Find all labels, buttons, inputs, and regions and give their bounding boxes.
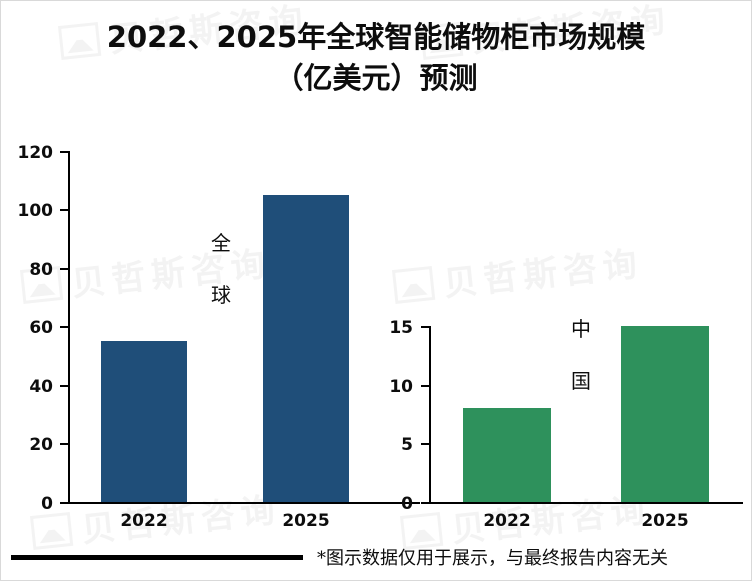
china-bar-2022[interactable] bbox=[463, 408, 551, 502]
china-ytick bbox=[421, 502, 429, 504]
china-bar-2025[interactable] bbox=[621, 326, 709, 502]
china-y-axis bbox=[429, 326, 431, 504]
global-ytick-label: 80 bbox=[29, 260, 53, 280]
china-ytick-label: 15 bbox=[389, 318, 413, 338]
global-ytick-label: 60 bbox=[29, 318, 53, 338]
china-xtick-label-2022: 2022 bbox=[483, 511, 531, 531]
global-ytick bbox=[60, 209, 68, 211]
chart-title: 2022、2025年全球智能储物柜市场规模 （亿美元）预测 bbox=[1, 17, 751, 99]
global-ytick bbox=[60, 502, 68, 504]
global-ytick bbox=[60, 443, 68, 445]
global-ytick bbox=[60, 268, 68, 270]
china-ytick-label: 0 bbox=[401, 494, 413, 514]
title-year-2: 2025 bbox=[216, 20, 298, 54]
global-xtick-label-2022: 2022 bbox=[120, 511, 168, 531]
figure-footer: *图示数据仅用于展示，与最终报告内容无关 bbox=[1, 542, 751, 572]
global-ytick-label: 120 bbox=[17, 143, 54, 163]
chart-title-line-2: （亿美元）预测 bbox=[274, 61, 478, 96]
china-series-label: 中国 bbox=[571, 317, 591, 393]
china-ytick-label: 10 bbox=[389, 377, 413, 397]
footer-note: *图示数据仅用于展示，与最终报告内容无关 bbox=[317, 548, 668, 569]
china-xtick-label-2025: 2025 bbox=[641, 511, 689, 531]
global-ytick-label: 20 bbox=[29, 435, 53, 455]
title-separator: 、 bbox=[187, 20, 217, 54]
global-series-label: 全球 bbox=[211, 231, 231, 307]
global-ytick bbox=[60, 326, 68, 328]
china-ytick-label: 5 bbox=[401, 435, 413, 455]
china-x-axis bbox=[429, 502, 743, 504]
footer-rule bbox=[11, 554, 303, 560]
global-bar-2022[interactable] bbox=[101, 341, 187, 502]
china-ytick bbox=[421, 326, 429, 328]
title-year-1: 2022 bbox=[106, 20, 188, 54]
global-xtick-label-2025: 2025 bbox=[282, 511, 330, 531]
china-ytick bbox=[421, 443, 429, 445]
global-ytick bbox=[60, 385, 68, 387]
chart-title-line-1: 2022、2025年全球智能储物柜市场规模 bbox=[1, 17, 751, 58]
global-ytick-label: 0 bbox=[41, 494, 53, 514]
global-x-axis bbox=[68, 502, 420, 504]
global-ytick-label: 100 bbox=[17, 201, 54, 221]
global-y-axis bbox=[68, 151, 70, 504]
global-bar-2025[interactable] bbox=[263, 195, 349, 502]
china-ytick bbox=[421, 385, 429, 387]
global-ytick-label: 40 bbox=[29, 377, 53, 397]
global-ytick bbox=[60, 151, 68, 153]
title-text-1: 年全球智能储物柜市场规模 bbox=[297, 20, 646, 54]
